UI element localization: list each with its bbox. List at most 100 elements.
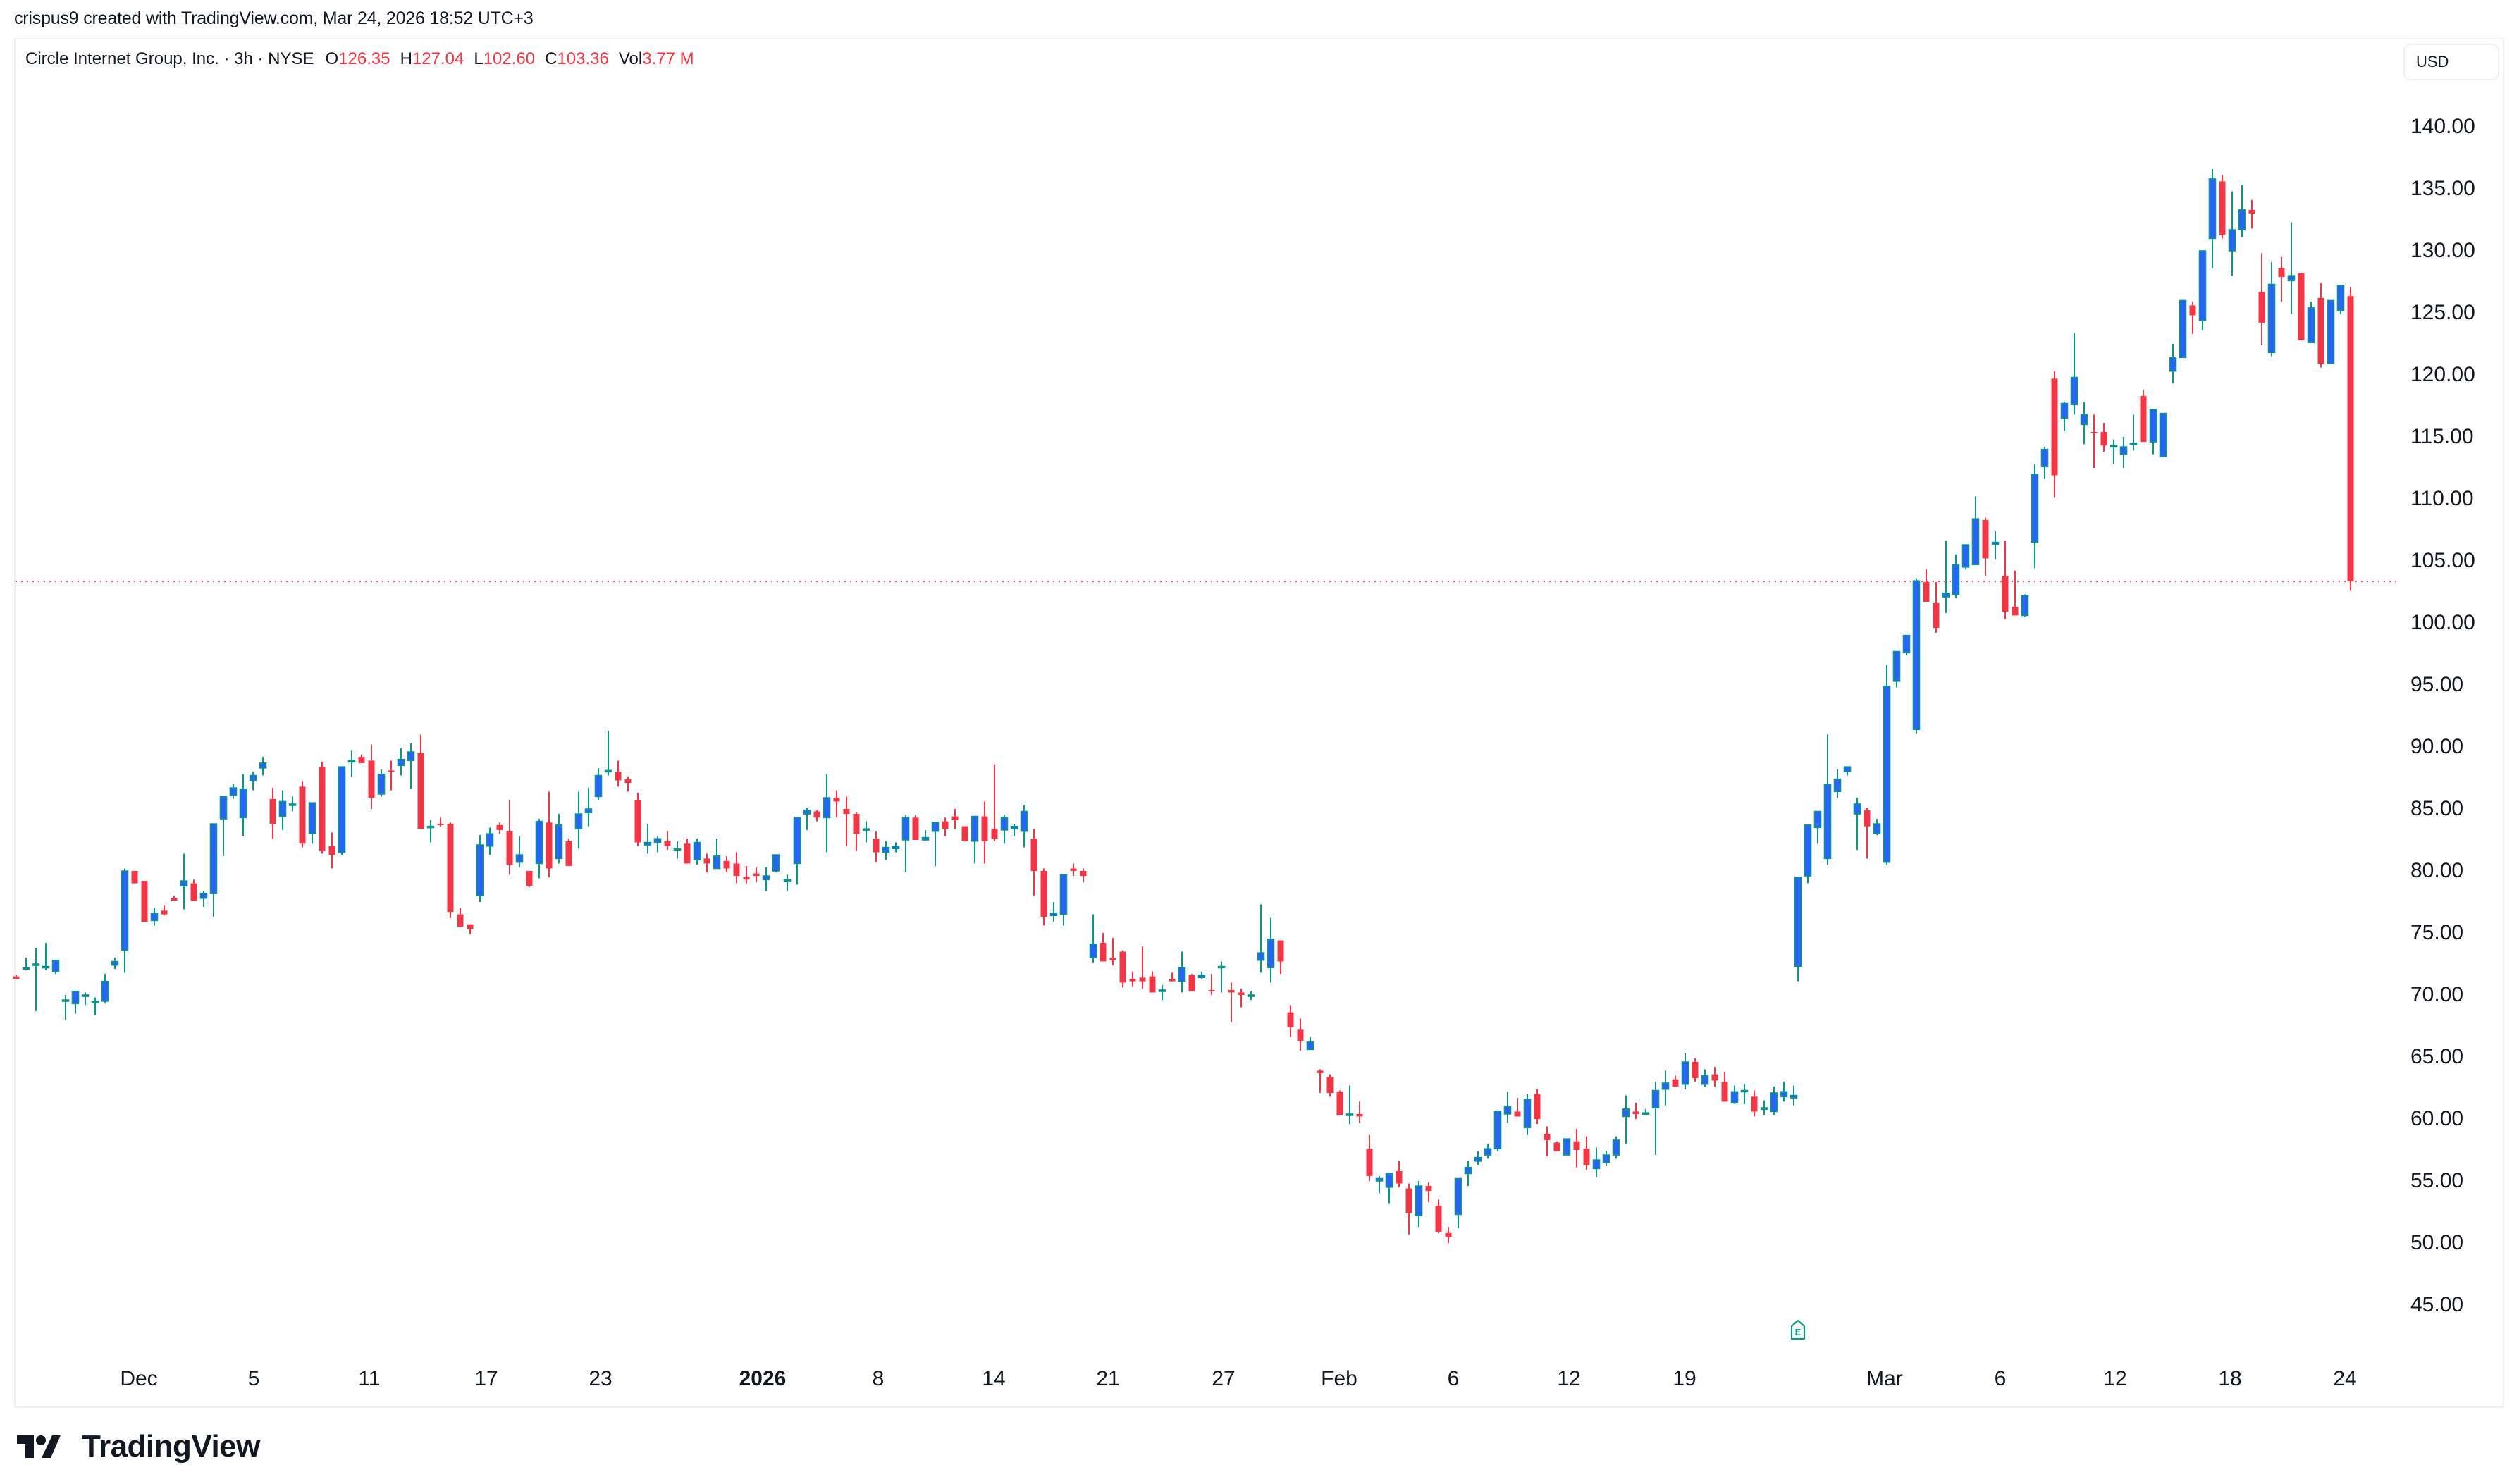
candle-up[interactable] [2149,409,2157,455]
candle-down[interactable] [1583,1136,1590,1170]
candle-up[interactable] [1952,555,1960,598]
candle-down[interactable] [2248,199,2255,229]
candle-up[interactable] [1493,1110,1502,1151]
candle-down[interactable] [1169,972,1176,982]
candle-up[interactable] [1474,1151,1482,1165]
candle-down[interactable] [388,760,395,791]
candle-down[interactable] [1287,1005,1294,1037]
candle-up[interactable] [209,823,218,917]
candle-up[interactable] [1892,650,1901,688]
candle-up[interactable] [1563,1138,1571,1156]
candle-up[interactable] [1661,1070,1670,1106]
candle-down[interactable] [1534,1089,1541,1125]
symbol-info[interactable]: Circle Internet Group, Inc. · 3h · NYSE [25,49,314,68]
candle-up[interactable] [150,908,159,926]
candle-up[interactable] [2267,261,2276,357]
candle-down[interactable] [1188,974,1195,991]
candle-up[interactable] [2198,250,2207,330]
candle-down[interactable] [1573,1129,1580,1168]
candle-down[interactable] [1672,1075,1679,1087]
candle-down[interactable] [457,908,464,927]
candle-up[interactable] [239,774,247,836]
candle-up[interactable] [259,757,267,776]
candle-down[interactable] [467,924,474,934]
candle-down[interactable] [2278,256,2285,302]
candle-up[interactable] [1873,819,1881,835]
candle-down[interactable] [526,871,533,887]
candle-up[interactable] [2287,222,2296,314]
candle-up[interactable] [653,836,662,853]
candle-down[interactable] [684,839,691,864]
candle-down[interactable] [1553,1141,1560,1151]
candle-up[interactable] [61,995,70,1020]
candle-down[interactable] [2317,283,2324,368]
candle-up[interactable] [1306,1037,1314,1051]
candle-down[interactable] [269,788,276,839]
candle-down[interactable] [141,881,148,922]
earnings-marker-icon[interactable]: E [1790,1319,1806,1340]
candle-up[interactable] [1833,769,1842,798]
candle-up[interactable] [347,750,356,777]
candle-down[interactable] [1119,950,1126,988]
candle-up[interactable] [1345,1085,1354,1125]
candle-down[interactable] [546,791,553,877]
candle-up[interactable] [1415,1181,1423,1228]
candle-up[interactable] [2129,414,2138,451]
candle-down[interactable] [703,853,710,872]
candle-up[interactable] [1602,1151,1610,1166]
candle-up[interactable] [1912,578,1921,734]
candle-up[interactable] [1681,1053,1689,1089]
candle-up[interactable] [51,959,60,975]
candle-up[interactable] [377,769,386,797]
candle-up[interactable] [1089,914,1097,963]
candle-up[interactable] [1197,971,1206,979]
candle-up[interactable] [486,827,494,855]
candle-down[interactable] [1326,1074,1334,1097]
candle-up[interactable] [1059,874,1068,926]
candle-up[interactable] [594,767,603,800]
candle-up[interactable] [1178,951,1186,993]
candle-down[interactable] [743,865,750,884]
candle-down[interactable] [1317,1069,1324,1094]
candle-up[interactable] [71,990,80,1014]
candle-up[interactable] [1843,766,1852,776]
candle-down[interactable] [961,826,968,841]
candle-down[interactable] [1711,1067,1718,1087]
candle-up[interactable] [1523,1094,1532,1135]
candle-up[interactable] [584,788,593,827]
candle-down[interactable] [1080,868,1087,882]
candle-up[interactable] [476,834,484,902]
candle-up[interactable] [1813,810,1822,844]
candle-down[interactable] [615,760,622,787]
candle-down[interactable] [565,839,572,866]
candle-down[interactable] [1238,989,1245,1008]
candle-down[interactable] [1356,1101,1363,1123]
candle-up[interactable] [219,796,228,856]
candle-down[interactable] [2258,253,2265,345]
candle-up[interactable] [2070,333,2078,415]
candle-up[interactable] [397,748,405,776]
candle-up[interactable] [249,772,257,791]
candle-down[interactable] [1139,946,1146,989]
candle-up[interactable] [535,819,543,879]
candle-down[interactable] [171,896,178,901]
candle-up[interactable] [931,822,940,866]
candle-up[interactable] [1010,824,1018,836]
candle-up[interactable] [1000,815,1009,844]
candle-down[interactable] [723,855,730,872]
candle-down[interactable] [2100,423,2107,452]
tradingview-logo[interactable]: TradingView [17,1429,260,1464]
candle-up[interactable] [1217,961,1226,993]
candle-up[interactable] [604,731,612,776]
candle-up[interactable] [1790,1085,1798,1106]
candle-up[interactable] [1622,1095,1630,1144]
candle-up[interactable] [1484,1144,1492,1159]
candle-down[interactable] [1040,868,1047,926]
candle-up[interactable] [1049,902,1058,922]
candle-down[interactable] [1435,1199,1442,1233]
candle-up[interactable] [882,841,890,860]
candle-up[interactable] [1804,824,1812,884]
candle-down[interactable] [437,817,444,827]
candle-up[interactable] [2119,437,2128,468]
